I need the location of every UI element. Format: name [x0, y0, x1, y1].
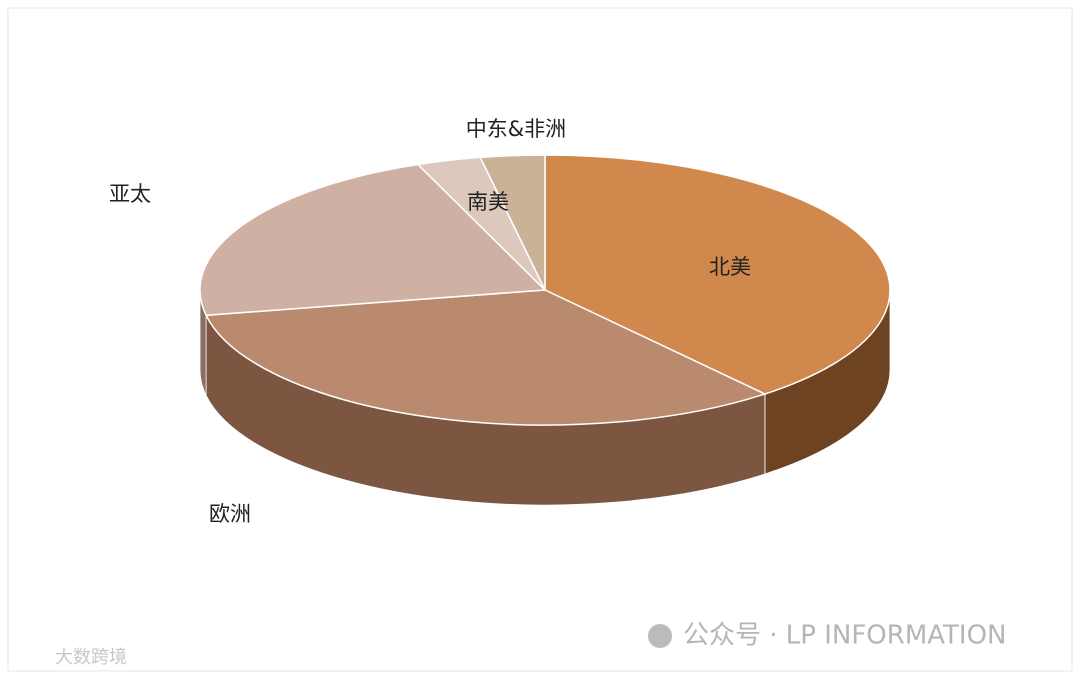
- slice-label: 亚太: [109, 182, 151, 206]
- slice: [204, 289, 767, 426]
- slice: [544, 154, 891, 395]
- slice: [479, 154, 546, 291]
- slice-label: 南美: [467, 190, 509, 214]
- slice-label: 北美: [709, 255, 751, 279]
- slice: [199, 163, 547, 317]
- slice-label: 中东&非洲: [466, 117, 566, 141]
- watermark-brand: 公众号 · LP INFORMATION: [683, 621, 1007, 651]
- watermark-corner: 大数跨境: [55, 647, 127, 668]
- wechat-icon: [648, 624, 672, 648]
- pie: [199, 154, 891, 506]
- slice-label: 欧洲: [209, 502, 251, 526]
